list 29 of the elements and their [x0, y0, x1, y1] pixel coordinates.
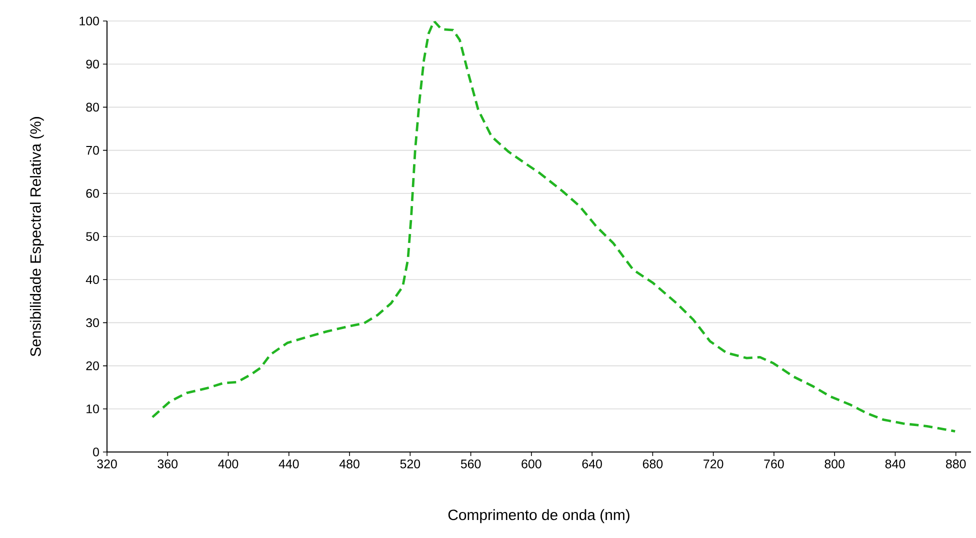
y-tick-label: 40: [86, 275, 99, 284]
x-tick-label: 600: [522, 460, 542, 468]
x-axis-title: Comprimento de onda (nm): [448, 509, 630, 524]
y-tick-label: 70: [86, 146, 99, 155]
y-tick-label: 60: [86, 188, 99, 198]
x-tick-label: 360: [158, 460, 178, 468]
y-tick-label: 90: [86, 60, 99, 69]
y-tick-label: 0: [93, 448, 99, 456]
x-tick-label: 480: [339, 460, 360, 468]
y-tick-label: 10: [86, 404, 99, 414]
line-series: [151, 20, 956, 433]
y-tick-label: 100: [80, 16, 99, 26]
x-tick-label: 800: [824, 460, 844, 468]
x-tick-label: 720: [704, 460, 724, 468]
x-tick-label: 640: [582, 460, 602, 468]
y-tick-label: 30: [86, 318, 99, 328]
x-tick-label: 840: [885, 460, 906, 468]
x-tick-label: 400: [218, 460, 238, 468]
y-tick-label: 80: [86, 102, 99, 112]
x-tick-label: 440: [278, 460, 299, 468]
x-tick-label: 560: [460, 460, 481, 468]
x-tick-label: 320: [97, 460, 117, 468]
x-tick-label: 760: [764, 460, 784, 468]
y-tick-label: 50: [86, 232, 99, 241]
y-tick-label: 20: [86, 361, 99, 370]
x-tick-label: 520: [400, 460, 420, 468]
x-tick-label: 880: [946, 460, 966, 468]
y-axis-title: Sensibilidade Espectral Relativa (%): [30, 117, 44, 356]
x-tick-label: 680: [642, 460, 663, 468]
